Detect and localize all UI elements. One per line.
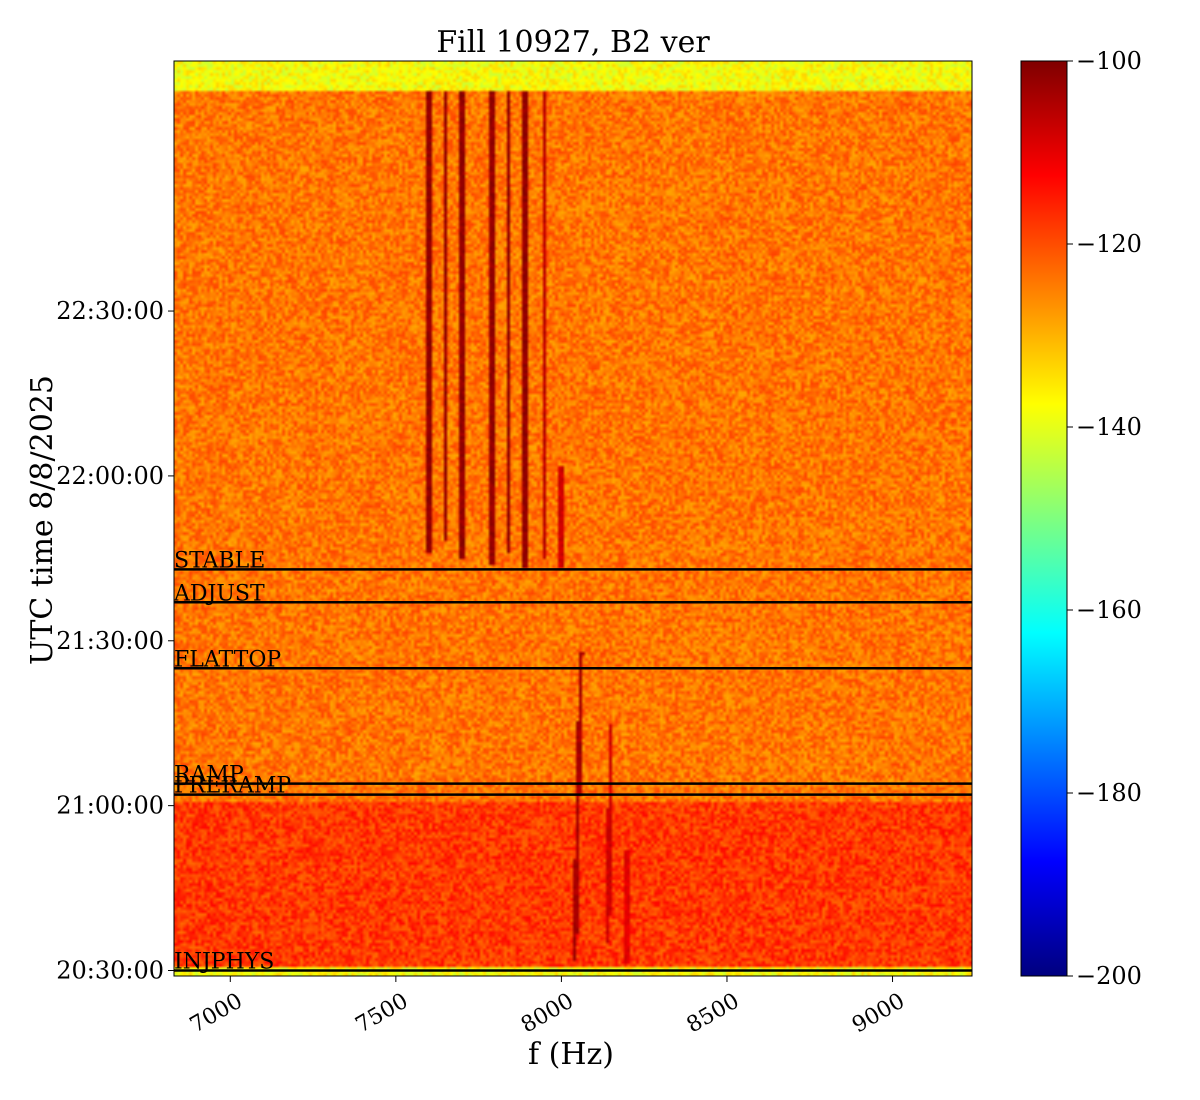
colorbar-tick-label: −140	[1076, 413, 1142, 441]
chart-title: Fill 10927, B2 ver	[436, 25, 710, 60]
x-axis-label: f (Hz)	[528, 1037, 614, 1072]
y-tick-label: 21:00:00	[56, 792, 164, 820]
colorbar	[1020, 60, 1068, 977]
x-tick-label: 9000	[848, 989, 909, 1039]
x-axis-ticks: 7000 7500 8000 8500 9000	[186, 976, 909, 1038]
beam-mode-label: INJPHYS	[174, 950, 274, 975]
colorbar-tick-label: −160	[1076, 596, 1142, 624]
colorbar-ticks: −100 −120 −140 −160 −180 −200	[1067, 47, 1142, 990]
beam-mode-label: FLATTOP	[174, 647, 281, 672]
y-tick-label: 22:30:00	[56, 297, 164, 325]
y-tick-label: 21:30:00	[56, 627, 164, 655]
plot-frame	[173, 60, 973, 977]
y-tick-label: 20:30:00	[56, 957, 164, 985]
colorbar-tick-label: −200	[1076, 962, 1142, 990]
x-tick-label: 8500	[683, 989, 744, 1039]
beam-mode-label: STABLE	[174, 548, 265, 573]
y-axis-ticks: 20:30:00 21:00:00 21:30:00 22:00:00 22:30:00	[56, 297, 174, 985]
y-tick-label: 22:00:00	[56, 462, 164, 490]
beam-mode-label: RAMP	[174, 763, 244, 788]
x-tick-label: 7000	[186, 989, 247, 1039]
spectrogram-heatmap	[174, 61, 972, 976]
x-tick-label: 8000	[517, 989, 578, 1039]
y-axis-label: UTC time 8/8/2025	[25, 375, 60, 665]
colorbar-tick-label: −180	[1076, 779, 1142, 807]
colorbar-tick-label: −120	[1076, 230, 1142, 258]
beam-mode-label: PRERAMP	[174, 774, 291, 799]
heatmap-raster	[174, 61, 972, 976]
beam-mode-label: ADJUST	[173, 581, 265, 606]
colorbar-tick-label: −100	[1076, 47, 1142, 75]
x-tick-label: 7500	[351, 989, 412, 1039]
